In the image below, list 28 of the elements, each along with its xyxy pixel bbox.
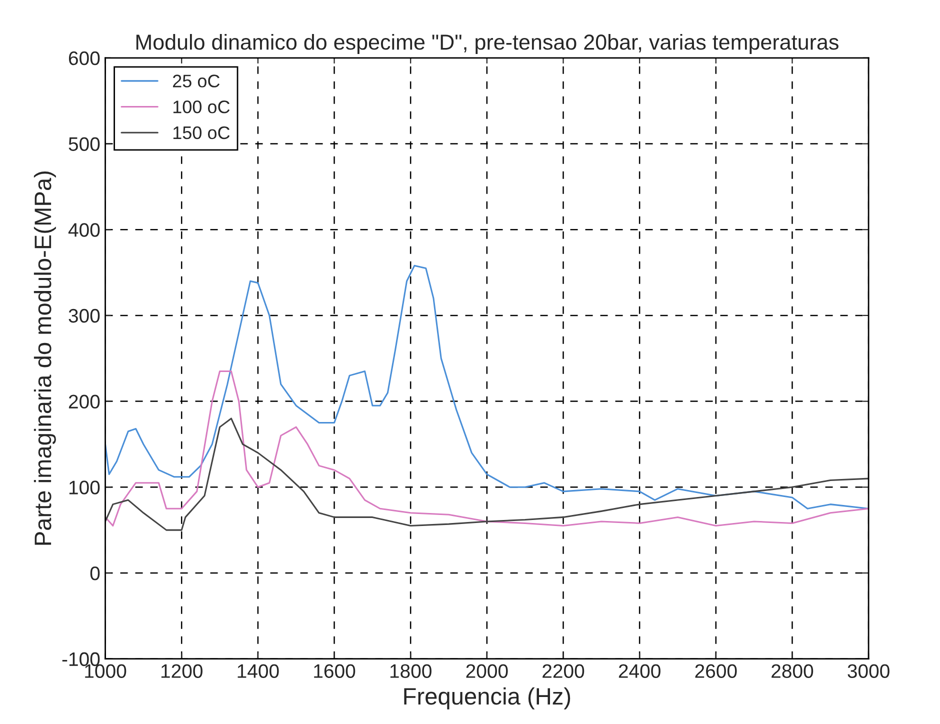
x-tick-label: 1000 [85,664,126,678]
x-tick-label: 1800 [390,664,432,678]
x-tick-label: 2000 [466,664,508,678]
y-tick-label: 100 [69,480,100,494]
x-tick-label: 1400 [238,664,279,678]
y-tick-label: -100 [62,652,100,666]
legend-label: 150 oC [173,126,230,140]
y-tick-label: 600 [68,51,100,66]
chart-title: Modulo dinamico do especime "D", pre-tensao 20bar, varias temperaturas [136,34,838,54]
y-tick-label: 300 [68,308,100,323]
x-axis-title: Frequencia (Hz) [404,687,570,710]
line-series [105,418,869,531]
x-tick-label: 1600 [314,664,356,678]
y-axis-title: Parte imaginaria do modulo-E(MPa) [34,172,56,545]
y-tick-label: 400 [68,223,100,237]
x-tick-label: 2400 [618,664,660,678]
x-tick-label: 3000 [848,664,890,678]
y-tick-label: 0 [90,566,100,580]
x-tick-label: 2800 [772,664,814,678]
line-series [105,264,869,510]
y-tick-label: 200 [68,394,100,409]
y-tick-label: 500 [68,137,100,152]
legend-label: 25 oC [172,74,220,88]
x-tick-label: 2600 [695,664,737,678]
legend-label: 100 oC [173,100,230,114]
x-tick-label: 1200 [161,664,202,678]
line-series [105,370,869,527]
x-tick-label: 2200 [542,664,584,678]
